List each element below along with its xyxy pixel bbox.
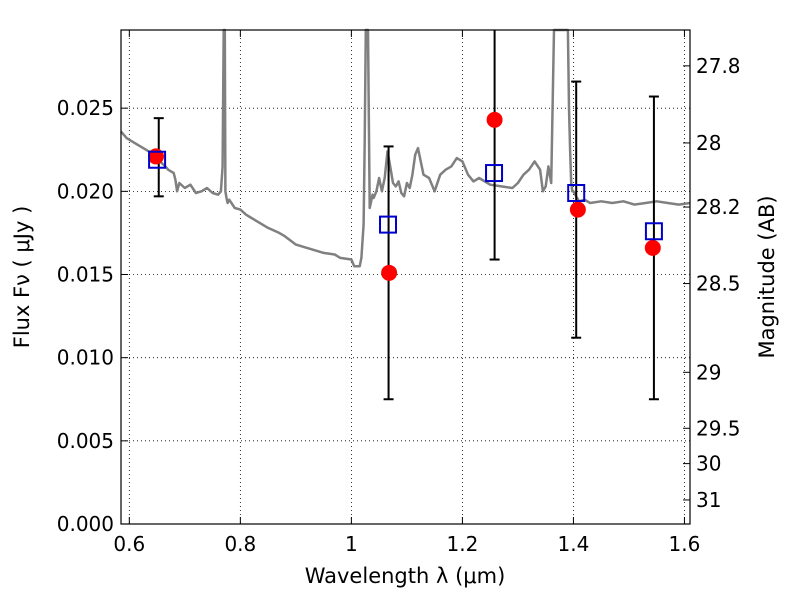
model-photometry-point bbox=[485, 164, 504, 183]
model-photometry-point bbox=[379, 215, 398, 234]
x-tick-label: 1 bbox=[345, 532, 358, 556]
x-axis-label: Wavelength λ (μm) bbox=[305, 564, 506, 588]
observed-point bbox=[644, 239, 661, 256]
y-tick-label: 0.005 bbox=[57, 429, 114, 453]
y2-tick-label: 28 bbox=[696, 131, 721, 155]
observed-point bbox=[486, 111, 503, 128]
y2-tick-label: 30 bbox=[696, 452, 721, 476]
y-tick-label: 0.015 bbox=[57, 263, 114, 287]
x-tick-label: 0.6 bbox=[113, 532, 145, 556]
x-axis: 0.6 0.8 1 1.2 1.4 1.6 bbox=[113, 30, 700, 556]
y2-tick-label: 29 bbox=[696, 360, 721, 384]
y-axis-left: 0.000 0.005 0.010 0.015 0.020 0.025 bbox=[57, 96, 128, 536]
x-tick-label: 1.2 bbox=[446, 532, 478, 556]
y2-tick-label: 27.8 bbox=[696, 54, 741, 78]
observed-point bbox=[569, 201, 586, 218]
y-axis-right: 27.8 28 28.2 28.5 29 29.5 30 31 bbox=[683, 54, 741, 512]
x-tick-label: 1.4 bbox=[558, 532, 590, 556]
model-photometry-points bbox=[148, 150, 663, 241]
y-tick-label: 0.020 bbox=[57, 179, 114, 203]
y-tick-label: 0.000 bbox=[57, 512, 114, 536]
y2-tick-label: 28.5 bbox=[696, 272, 741, 296]
y2-tick-label: 29.5 bbox=[696, 416, 741, 440]
model-photometry-point bbox=[567, 184, 586, 203]
y2-axis-label: Magnitude (AB) bbox=[755, 195, 779, 358]
model-photometry-point bbox=[148, 150, 167, 169]
plot-frame bbox=[120, 29, 691, 525]
y-tick-label: 0.025 bbox=[57, 96, 114, 120]
observed-point bbox=[381, 264, 398, 281]
model-photometry-point bbox=[644, 222, 663, 241]
y-tick-label: 0.010 bbox=[57, 346, 114, 370]
y2-tick-label: 31 bbox=[696, 488, 721, 512]
y-axis-label: Flux Fν ( μJy ) bbox=[10, 206, 34, 349]
x-tick-label: 0.8 bbox=[224, 532, 256, 556]
x-tick-label: 1.6 bbox=[669, 532, 701, 556]
y2-tick-label: 28.2 bbox=[696, 195, 741, 219]
plot-area bbox=[121, 30, 690, 524]
